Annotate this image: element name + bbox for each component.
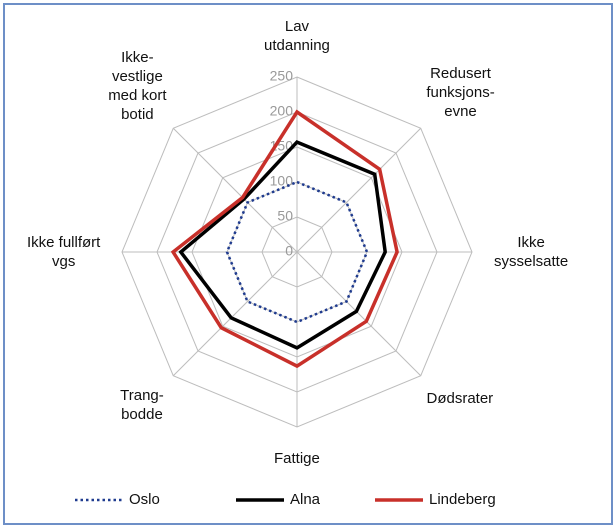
tick-label: 200 [270,103,294,119]
category-label: Ikke- vestlige med kort botid [108,48,167,123]
tick-label: 0 [285,243,293,259]
spoke [296,127,422,253]
frame [3,3,613,525]
legend-label: Alna [290,491,321,508]
tick-label: 50 [277,208,293,224]
category-label: Ikke sysselsatte [494,234,569,270]
category-label: Redusert funksjons- evne [426,65,495,121]
category-label: Dødsrater [426,389,494,407]
spoke [172,251,298,377]
tick-label: 150 [270,138,294,154]
legend-label: Lindeberg [429,491,496,508]
category-label: Trang- bodde [120,386,164,423]
legend-label: Oslo [129,491,160,508]
spoke [296,251,422,377]
category-label: Lav utdanning [264,18,330,54]
spoke [172,127,298,253]
series-line [170,109,399,369]
category-label: Ikke fullført vgs [27,234,101,270]
category-label: Fattige [274,450,320,467]
tick-label: 250 [270,68,294,84]
series-line [178,140,388,350]
